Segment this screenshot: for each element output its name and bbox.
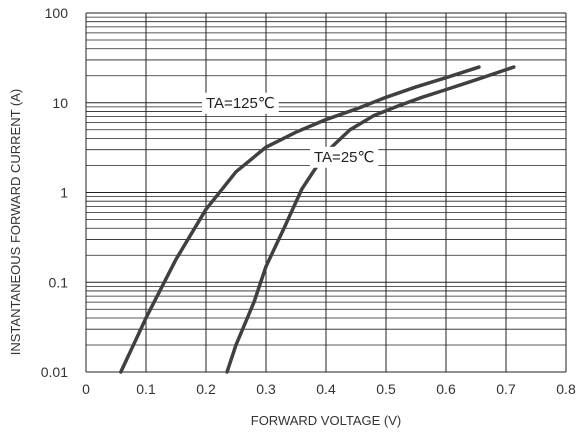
y-tick-label: 1 xyxy=(60,185,68,201)
x-tick-label: 0.3 xyxy=(256,381,276,397)
y-tick-label: 0.1 xyxy=(49,274,69,290)
series-label-background xyxy=(202,92,279,114)
series-line-2 xyxy=(225,65,516,374)
x-tick-label: 0.7 xyxy=(496,381,516,397)
x-tick-label: 0.8 xyxy=(556,381,576,397)
x-tick-label: 0.5 xyxy=(376,381,396,397)
series-label-2: TA=25℃ xyxy=(314,149,374,166)
x-tick-label: 0.6 xyxy=(436,381,456,397)
series-label-background xyxy=(310,146,379,168)
tick-labels: 0 0.1 0.2 0.3 0.4 0.5 0.6 0.7 0.8 0.01 0.1 1 10 100 xyxy=(41,5,576,397)
y-tick-label: 100 xyxy=(45,5,69,21)
series-labels: TA=125℃ TA=25℃ xyxy=(202,92,379,168)
y-tick-label: 0.01 xyxy=(41,364,68,380)
x-tick-label: 0 xyxy=(82,381,90,397)
series-label-1: TA=125℃ xyxy=(206,95,275,112)
grid xyxy=(85,12,567,373)
series-lines xyxy=(119,65,516,374)
x-axis-title: FORWARD VOLTAGE (V) xyxy=(251,413,401,428)
x-tick-label: 0.2 xyxy=(196,381,216,397)
x-tick-label: 0.1 xyxy=(136,381,156,397)
y-tick-label: 10 xyxy=(52,95,68,111)
x-tick-label: 0.4 xyxy=(316,381,336,397)
series-line-1 xyxy=(119,65,481,374)
y-axis-title: INSTANTANEOUS FORWARD CURRENT (A) xyxy=(8,89,23,356)
